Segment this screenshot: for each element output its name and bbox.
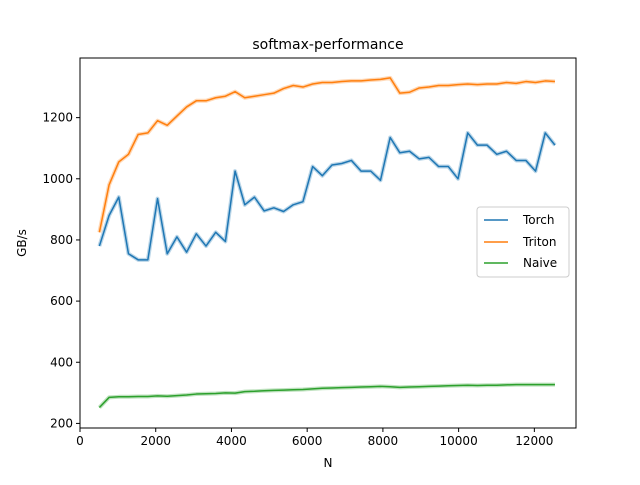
x-tick-label: 2000 <box>140 434 171 448</box>
plot-frame <box>79 57 577 429</box>
x-tick-label: 6000 <box>292 434 323 448</box>
series-line-naive <box>98 383 555 409</box>
y-tick-label: 200 <box>50 416 73 430</box>
tick-layer: 0 2000 4000 6000 8000 10000 12000 200 400 600 800 1… <box>42 111 553 448</box>
x-tick-label: 10000 <box>440 434 478 448</box>
y-tick-label: 800 <box>50 233 73 247</box>
legend: Torch Triton Naive <box>476 206 570 278</box>
x-tick-label: 0 <box>76 434 84 448</box>
legend-label-triton: Triton <box>522 235 557 249</box>
chart-title: softmax-performance <box>252 37 403 53</box>
y-tick-label: 400 <box>50 355 73 369</box>
legend-label-torch: Torch <box>522 213 555 227</box>
x-tick-label: 12000 <box>515 434 553 448</box>
series-line-triton <box>98 77 555 233</box>
legend-box <box>476 206 570 278</box>
y-tick-label: 1000 <box>42 172 73 186</box>
x-axis-label: N <box>324 456 333 470</box>
y-tick-label: 1200 <box>42 111 73 125</box>
series-line-torch <box>98 132 556 261</box>
x-tick-label: 4000 <box>216 434 247 448</box>
x-tick-label: 8000 <box>368 434 399 448</box>
y-axis-label: GB/s <box>15 229 29 257</box>
y-tick-label: 600 <box>50 294 73 308</box>
series-layer <box>97 75 557 409</box>
legend-label-naive: Naive <box>523 256 557 270</box>
